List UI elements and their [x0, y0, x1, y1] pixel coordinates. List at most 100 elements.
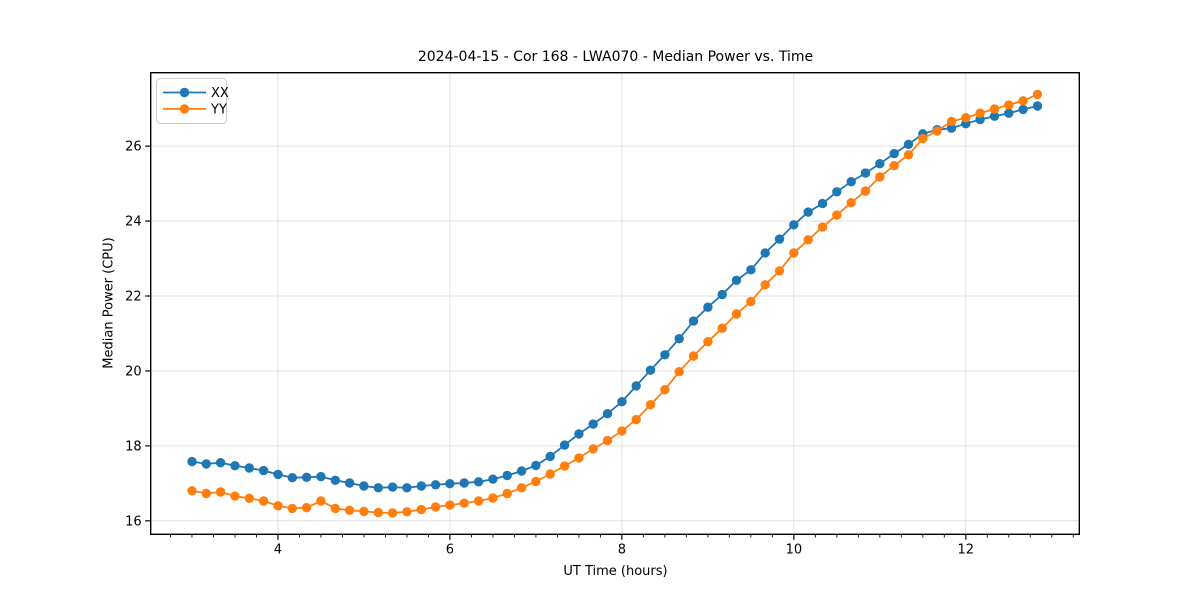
data-point [387, 508, 398, 518]
data-point [1032, 101, 1043, 111]
legend-box [156, 78, 227, 124]
grid [150, 72, 1080, 535]
data-point [273, 469, 283, 480]
data-point [488, 493, 498, 503]
data-point [674, 334, 684, 344]
chart-title: 2024-04-15 - Cor 168 - LWA070 - Median P… [417, 49, 814, 65]
data-point [789, 248, 799, 258]
legend-marker [179, 104, 190, 114]
plot-border [149, 71, 1080, 536]
data-point [760, 248, 770, 258]
data-point [617, 426, 627, 436]
data-point [602, 409, 613, 419]
data-point [631, 381, 641, 391]
data-point [860, 186, 871, 196]
data-point [359, 481, 369, 491]
data-point [201, 459, 211, 469]
data-point [1018, 104, 1028, 115]
data-point [588, 419, 598, 429]
data-point [645, 365, 656, 375]
data-point [230, 491, 240, 501]
data-point [789, 220, 799, 230]
data-point [258, 496, 269, 506]
data-point [703, 302, 713, 312]
data-point [316, 496, 326, 506]
data-point [187, 456, 197, 467]
data-point [746, 265, 756, 275]
data-point [430, 502, 441, 512]
data-point [574, 429, 584, 439]
data-point [660, 350, 670, 360]
data-point [631, 414, 641, 425]
data-point [1032, 89, 1043, 100]
data-point [402, 483, 412, 493]
data-point [344, 505, 355, 515]
legend-label: YY [210, 102, 227, 117]
data-point [559, 440, 570, 450]
y-tick-label: 24 [125, 215, 142, 230]
y-tick-label: 18 [125, 439, 142, 454]
data-point [817, 198, 828, 209]
data-point [703, 337, 713, 347]
data-point [946, 116, 957, 127]
data-point [717, 323, 727, 333]
data-point [301, 503, 312, 513]
data-point [215, 458, 226, 468]
series-line-XX [191, 105, 1038, 489]
x-tick-label: 12 [958, 542, 975, 557]
data-point [717, 289, 727, 300]
data-point [402, 507, 412, 517]
data-point [301, 472, 312, 482]
data-point [488, 474, 498, 484]
y-tick-label: 22 [125, 290, 142, 305]
data-point [731, 309, 742, 319]
data-point [330, 475, 340, 485]
data-point [688, 316, 699, 326]
data-point [416, 504, 426, 515]
data-point [330, 503, 340, 514]
x-tick-label: 6 [446, 542, 454, 557]
data-point [674, 367, 684, 377]
data-point [230, 461, 240, 471]
data-point [746, 296, 756, 307]
data-point [975, 108, 985, 118]
x-tick-label: 8 [618, 542, 626, 557]
data-point [201, 488, 211, 499]
data-point [774, 266, 785, 276]
data-point [1004, 100, 1014, 110]
data-point [545, 469, 555, 479]
data-point [502, 488, 512, 499]
y-axis-label: Median Power (CPU) [101, 237, 117, 369]
data-point [731, 275, 742, 285]
data-point [961, 113, 971, 123]
data-point [387, 482, 398, 492]
data-point [531, 460, 541, 471]
data-point [502, 470, 512, 481]
data-point [817, 222, 828, 232]
data-point [258, 465, 269, 476]
data-point [803, 207, 813, 217]
y-tick-label: 26 [125, 140, 142, 155]
data-point [459, 478, 469, 488]
data-point [373, 507, 383, 518]
data-point [516, 483, 527, 493]
data-point [373, 483, 383, 493]
data-point [875, 172, 885, 182]
data-point [774, 234, 785, 244]
data-point [946, 123, 957, 133]
data-point [645, 400, 656, 410]
data-point [316, 471, 326, 482]
data-point [860, 168, 871, 178]
data-point [473, 477, 484, 487]
data-point [875, 159, 885, 169]
data-point [903, 139, 914, 149]
data-point [989, 104, 1000, 114]
data-point [287, 473, 297, 483]
data-point [273, 501, 283, 511]
data-point [416, 481, 426, 491]
data-point [187, 486, 197, 496]
data-point [832, 187, 842, 197]
